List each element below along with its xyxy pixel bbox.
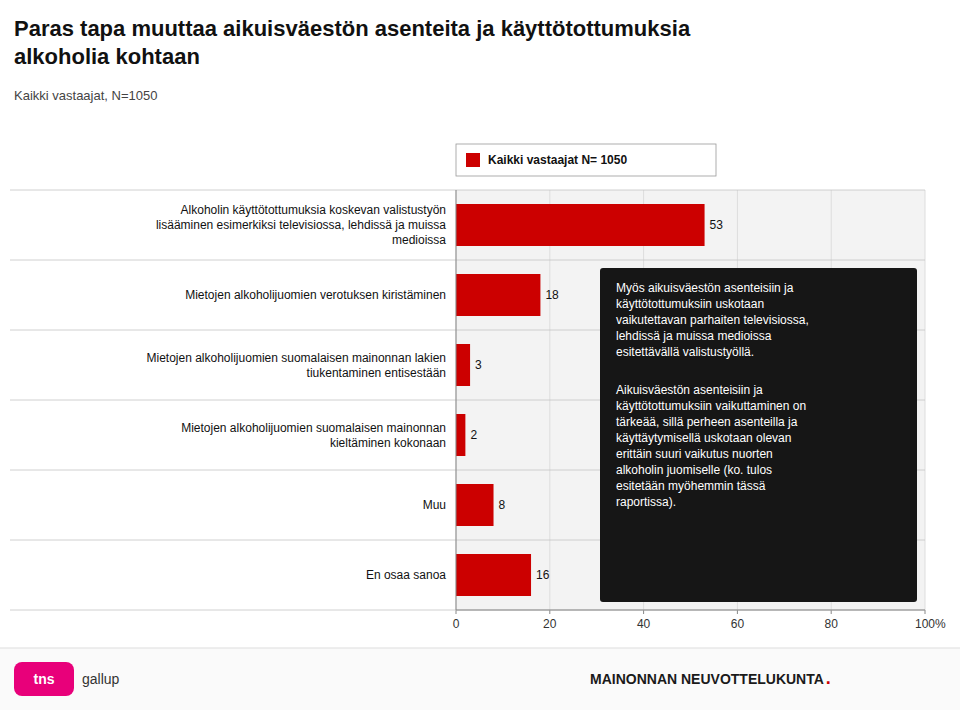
category-label: Muu (423, 498, 446, 512)
tick-mark (737, 610, 738, 614)
data-label: 18 (545, 288, 559, 302)
data-label: 2 (470, 428, 477, 442)
footer-band (0, 648, 960, 710)
tick-label: 40 (637, 617, 651, 631)
bar (456, 554, 531, 596)
legend-label: Kaikki vastaajat N= 1050 (488, 153, 627, 167)
data-label: 3 (475, 358, 482, 372)
bar (456, 414, 465, 456)
tick-label: 80 (825, 617, 839, 631)
category-label: Mietojen alkoholijuomien suomalaisen mai… (181, 421, 446, 450)
footer-rule (0, 648, 960, 649)
bar (456, 274, 540, 316)
bar (456, 204, 705, 246)
tick-label: 100 (915, 617, 935, 631)
footer-logo-text: tns (34, 671, 55, 687)
legend: Kaikki vastaajat N= 1050 (456, 144, 716, 176)
footer-brand: MAINONNAN NEUVOTTELUKUNTA (590, 671, 824, 687)
category-label: Mietojen alkoholijuomien verotuksen kiri… (185, 288, 446, 302)
tick-mark (549, 610, 550, 614)
category-label: En osaa sanoa (366, 568, 446, 582)
data-label: 8 (499, 498, 506, 512)
bar (456, 484, 494, 526)
annotation-text: Myös aikuisväestön asenteisiin jakäyttöt… (616, 281, 809, 359)
axis-line (456, 610, 925, 611)
annotation: Myös aikuisväestön asenteisiin jakäyttöt… (600, 268, 917, 602)
grid-line (456, 190, 457, 610)
row-separator (10, 190, 925, 191)
tick-mark (925, 610, 926, 614)
tick-label: 0 (453, 617, 460, 631)
annotation-text: Aikuisväestön asenteisiin jakäyttötottum… (616, 383, 806, 509)
tick-mark (831, 610, 832, 614)
tick-mark (643, 610, 644, 614)
annotation-box (600, 268, 917, 602)
chart: Paras tapa muuttaa aikuisväestön asentei… (0, 0, 960, 710)
category-label: Mietojen alkoholijuomien suomalaisen mai… (146, 351, 446, 380)
subtitle: Kaikki vastaajat, N=1050 (14, 88, 157, 103)
data-label: 16 (536, 568, 550, 582)
tick-label: 60 (731, 617, 745, 631)
axis-line (456, 190, 457, 610)
row-separator (10, 260, 925, 261)
legend-swatch (466, 153, 480, 167)
logo-badge (14, 662, 74, 696)
axis-label: % (935, 617, 946, 631)
tick-mark (456, 610, 457, 614)
footer-brand-dot: . (826, 668, 831, 688)
bar (456, 344, 470, 386)
footer: tns gallup MAINONNAN NEUVOTTELUKUNTA. (0, 648, 960, 710)
legend-box (456, 144, 716, 176)
row-separator (10, 610, 925, 611)
category-label: Alkoholin käyttötottumuksia koskevan val… (156, 203, 446, 247)
footer-logo-text: gallup (82, 671, 120, 687)
data-label: 53 (710, 218, 724, 232)
title: Paras tapa muuttaa aikuisväestön asentei… (14, 16, 691, 69)
tick-label: 20 (543, 617, 557, 631)
